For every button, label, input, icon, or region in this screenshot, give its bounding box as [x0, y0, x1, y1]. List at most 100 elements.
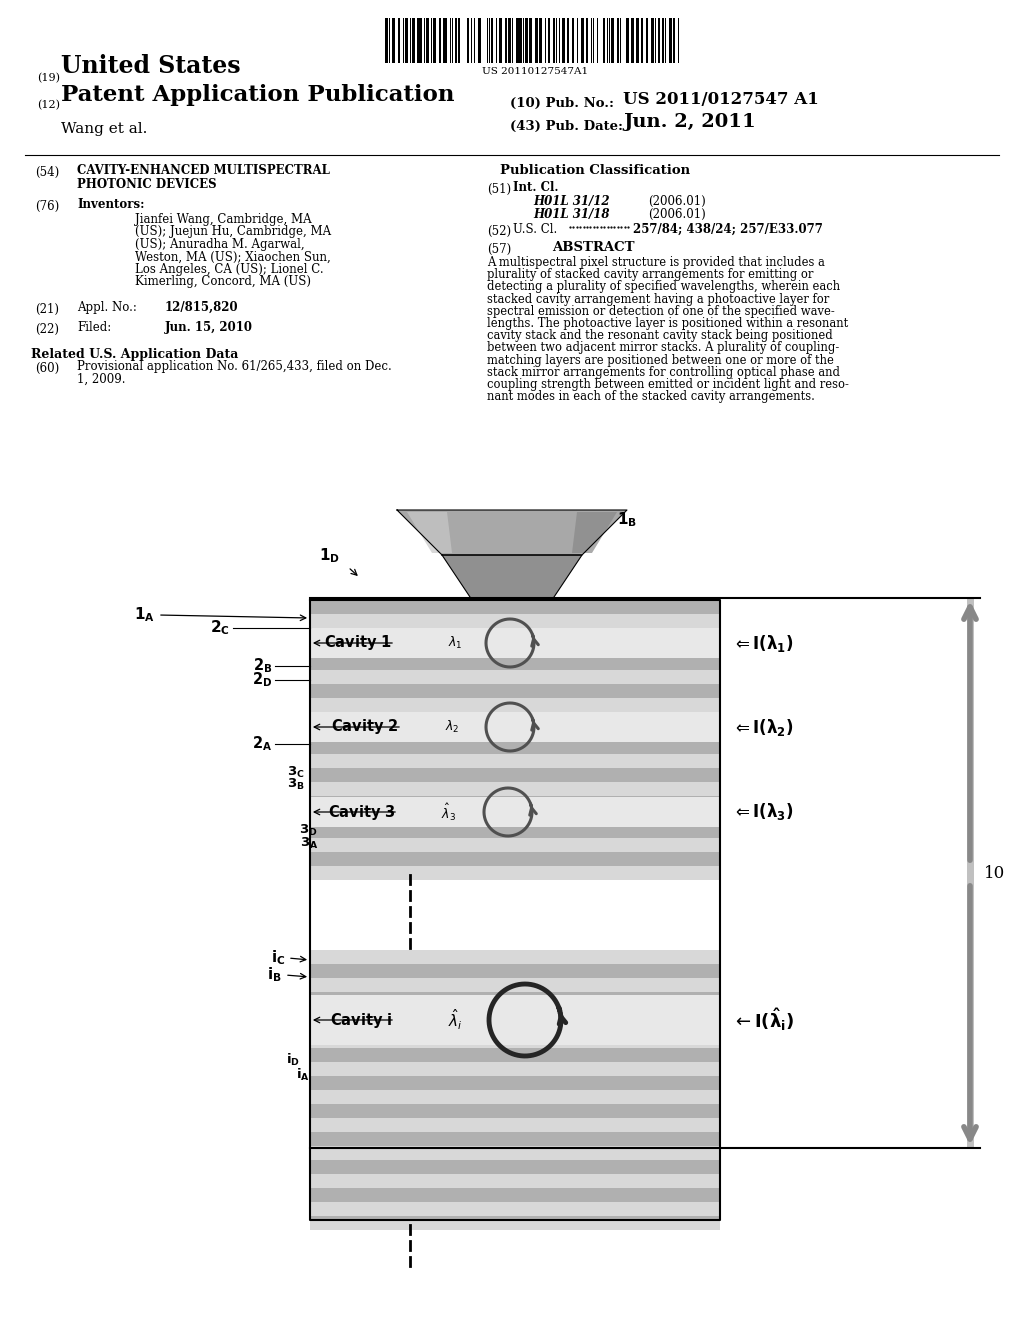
Text: Weston, MA (US); Xiaochen Sun,: Weston, MA (US); Xiaochen Sun,	[135, 251, 331, 264]
Text: $\leftarrow \mathbf{I(\hat{\lambda}_i)}$: $\leftarrow \mathbf{I(\hat{\lambda}_i)}$	[732, 1007, 795, 1034]
Polygon shape	[397, 510, 627, 554]
Text: (52): (52)	[487, 224, 511, 238]
Polygon shape	[548, 18, 550, 63]
Text: (43) Pub. Date:: (43) Pub. Date:	[510, 120, 623, 133]
Polygon shape	[516, 18, 519, 63]
Text: $\lambda_2$: $\lambda_2$	[444, 719, 460, 735]
Text: $\mathbf{i_B}$: $\mathbf{i_B}$	[267, 966, 282, 985]
Text: (57): (57)	[487, 243, 511, 256]
Polygon shape	[310, 978, 720, 993]
Polygon shape	[310, 1048, 720, 1063]
Polygon shape	[310, 601, 720, 614]
Text: Jianfei Wang, Cambridge, MA: Jianfei Wang, Cambridge, MA	[135, 213, 311, 226]
Polygon shape	[678, 18, 679, 63]
Polygon shape	[593, 18, 594, 63]
Polygon shape	[508, 18, 511, 63]
Text: Patent Application Publication: Patent Application Publication	[61, 84, 455, 106]
Polygon shape	[310, 642, 720, 656]
Text: Provisional application No. 61/265,433, filed on Dec.: Provisional application No. 61/265,433, …	[77, 360, 392, 374]
Text: lengths. The photoactive layer is positioned within a resonant: lengths. The photoactive layer is positi…	[487, 317, 848, 330]
Polygon shape	[310, 1216, 720, 1220]
Text: between two adjacent mirror stacks. A plurality of coupling-: between two adjacent mirror stacks. A pl…	[487, 342, 840, 354]
Polygon shape	[525, 18, 528, 63]
Polygon shape	[310, 671, 720, 684]
Polygon shape	[413, 18, 415, 63]
Text: Los Angeles, CA (US); Lionel C.: Los Angeles, CA (US); Lionel C.	[135, 263, 324, 276]
Polygon shape	[310, 1203, 720, 1216]
Polygon shape	[310, 726, 720, 741]
Polygon shape	[587, 18, 589, 63]
Polygon shape	[577, 18, 578, 63]
Polygon shape	[645, 18, 648, 63]
Polygon shape	[310, 768, 720, 781]
Polygon shape	[310, 1104, 720, 1118]
Polygon shape	[603, 18, 605, 63]
Polygon shape	[450, 18, 452, 63]
Text: $\mathbf{3_D}$: $\mathbf{3_D}$	[299, 822, 318, 838]
Polygon shape	[310, 866, 720, 880]
Polygon shape	[478, 18, 480, 63]
Text: stacked cavity arrangement having a photoactive layer for: stacked cavity arrangement having a phot…	[487, 293, 829, 306]
Text: (2006.01): (2006.01)	[648, 209, 706, 220]
Text: CAVITY-ENHANCED MULTISPECTRAL: CAVITY-ENHANCED MULTISPECTRAL	[77, 164, 330, 177]
Text: (51): (51)	[487, 183, 511, 195]
Text: $\mathbf{i_D}$: $\mathbf{i_D}$	[286, 1052, 300, 1068]
Polygon shape	[438, 18, 440, 63]
Polygon shape	[310, 797, 720, 828]
Polygon shape	[420, 18, 422, 63]
Text: cavity stack and the resonant cavity stack being positioned: cavity stack and the resonant cavity sta…	[487, 329, 833, 342]
Text: Wang et al.: Wang et al.	[61, 121, 147, 136]
Text: $\mathbf{3_C}$: $\mathbf{3_C}$	[288, 764, 305, 780]
Polygon shape	[535, 18, 538, 63]
Text: $\mathbf{i_A}$: $\mathbf{i_A}$	[296, 1067, 310, 1082]
Polygon shape	[553, 18, 555, 63]
Polygon shape	[310, 1034, 720, 1048]
Text: detecting a plurality of specified wavelengths, wherein each: detecting a plurality of specified wavel…	[487, 280, 840, 293]
Polygon shape	[581, 18, 584, 63]
Text: $\mathbf{1_A}$: $\mathbf{1_A}$	[134, 606, 155, 624]
Polygon shape	[310, 1006, 720, 1020]
Text: $\hat{\lambda}_3$: $\hat{\lambda}_3$	[440, 801, 456, 822]
Text: U.S. Cl.: U.S. Cl.	[513, 223, 557, 236]
Text: (2006.01): (2006.01)	[648, 195, 706, 209]
Text: Jun. 15, 2010: Jun. 15, 2010	[165, 321, 253, 334]
Polygon shape	[499, 18, 502, 63]
Polygon shape	[310, 781, 720, 796]
Polygon shape	[310, 628, 720, 657]
Polygon shape	[310, 993, 720, 1006]
Polygon shape	[310, 1173, 720, 1188]
Text: (10) Pub. No.:: (10) Pub. No.:	[510, 96, 614, 110]
Polygon shape	[673, 18, 675, 63]
Polygon shape	[458, 18, 461, 63]
Text: $\mathbf{3_A}$: $\mathbf{3_A}$	[300, 836, 318, 850]
Text: $\mathbf{Cavity\ 2}$: $\mathbf{Cavity\ 2}$	[331, 718, 398, 737]
Polygon shape	[310, 1076, 720, 1090]
Polygon shape	[627, 18, 629, 63]
Polygon shape	[310, 796, 720, 810]
Text: PHOTONIC DEVICES: PHOTONIC DEVICES	[77, 178, 217, 191]
Polygon shape	[658, 18, 660, 63]
Polygon shape	[540, 18, 542, 63]
Polygon shape	[310, 950, 720, 964]
Polygon shape	[442, 18, 445, 63]
Text: H01L 31/12: H01L 31/12	[534, 195, 609, 209]
Polygon shape	[636, 18, 639, 63]
Text: 257/84; 438/24; 257/E33.077: 257/84; 438/24; 257/E33.077	[633, 223, 823, 236]
Polygon shape	[310, 628, 720, 642]
Polygon shape	[662, 18, 664, 63]
Polygon shape	[310, 711, 720, 742]
Polygon shape	[310, 1020, 720, 1034]
Text: (19): (19)	[37, 73, 60, 83]
Text: $\hat{\lambda}_i$: $\hat{\lambda}_i$	[447, 1007, 463, 1032]
Polygon shape	[417, 18, 419, 63]
Polygon shape	[310, 1063, 720, 1076]
Polygon shape	[310, 614, 720, 628]
Text: $\mathbf{3_B}$: $\mathbf{3_B}$	[288, 776, 305, 792]
Text: $\mathbf{2_D}$: $\mathbf{2_D}$	[252, 671, 272, 689]
Text: 1, 2009.: 1, 2009.	[77, 374, 126, 385]
Polygon shape	[669, 18, 672, 63]
Text: (22): (22)	[35, 323, 59, 337]
Polygon shape	[310, 995, 720, 1045]
Text: 10: 10	[984, 865, 1006, 882]
Text: $\mathbf{Cavity\ 1}$: $\mathbf{Cavity\ 1}$	[325, 634, 392, 652]
